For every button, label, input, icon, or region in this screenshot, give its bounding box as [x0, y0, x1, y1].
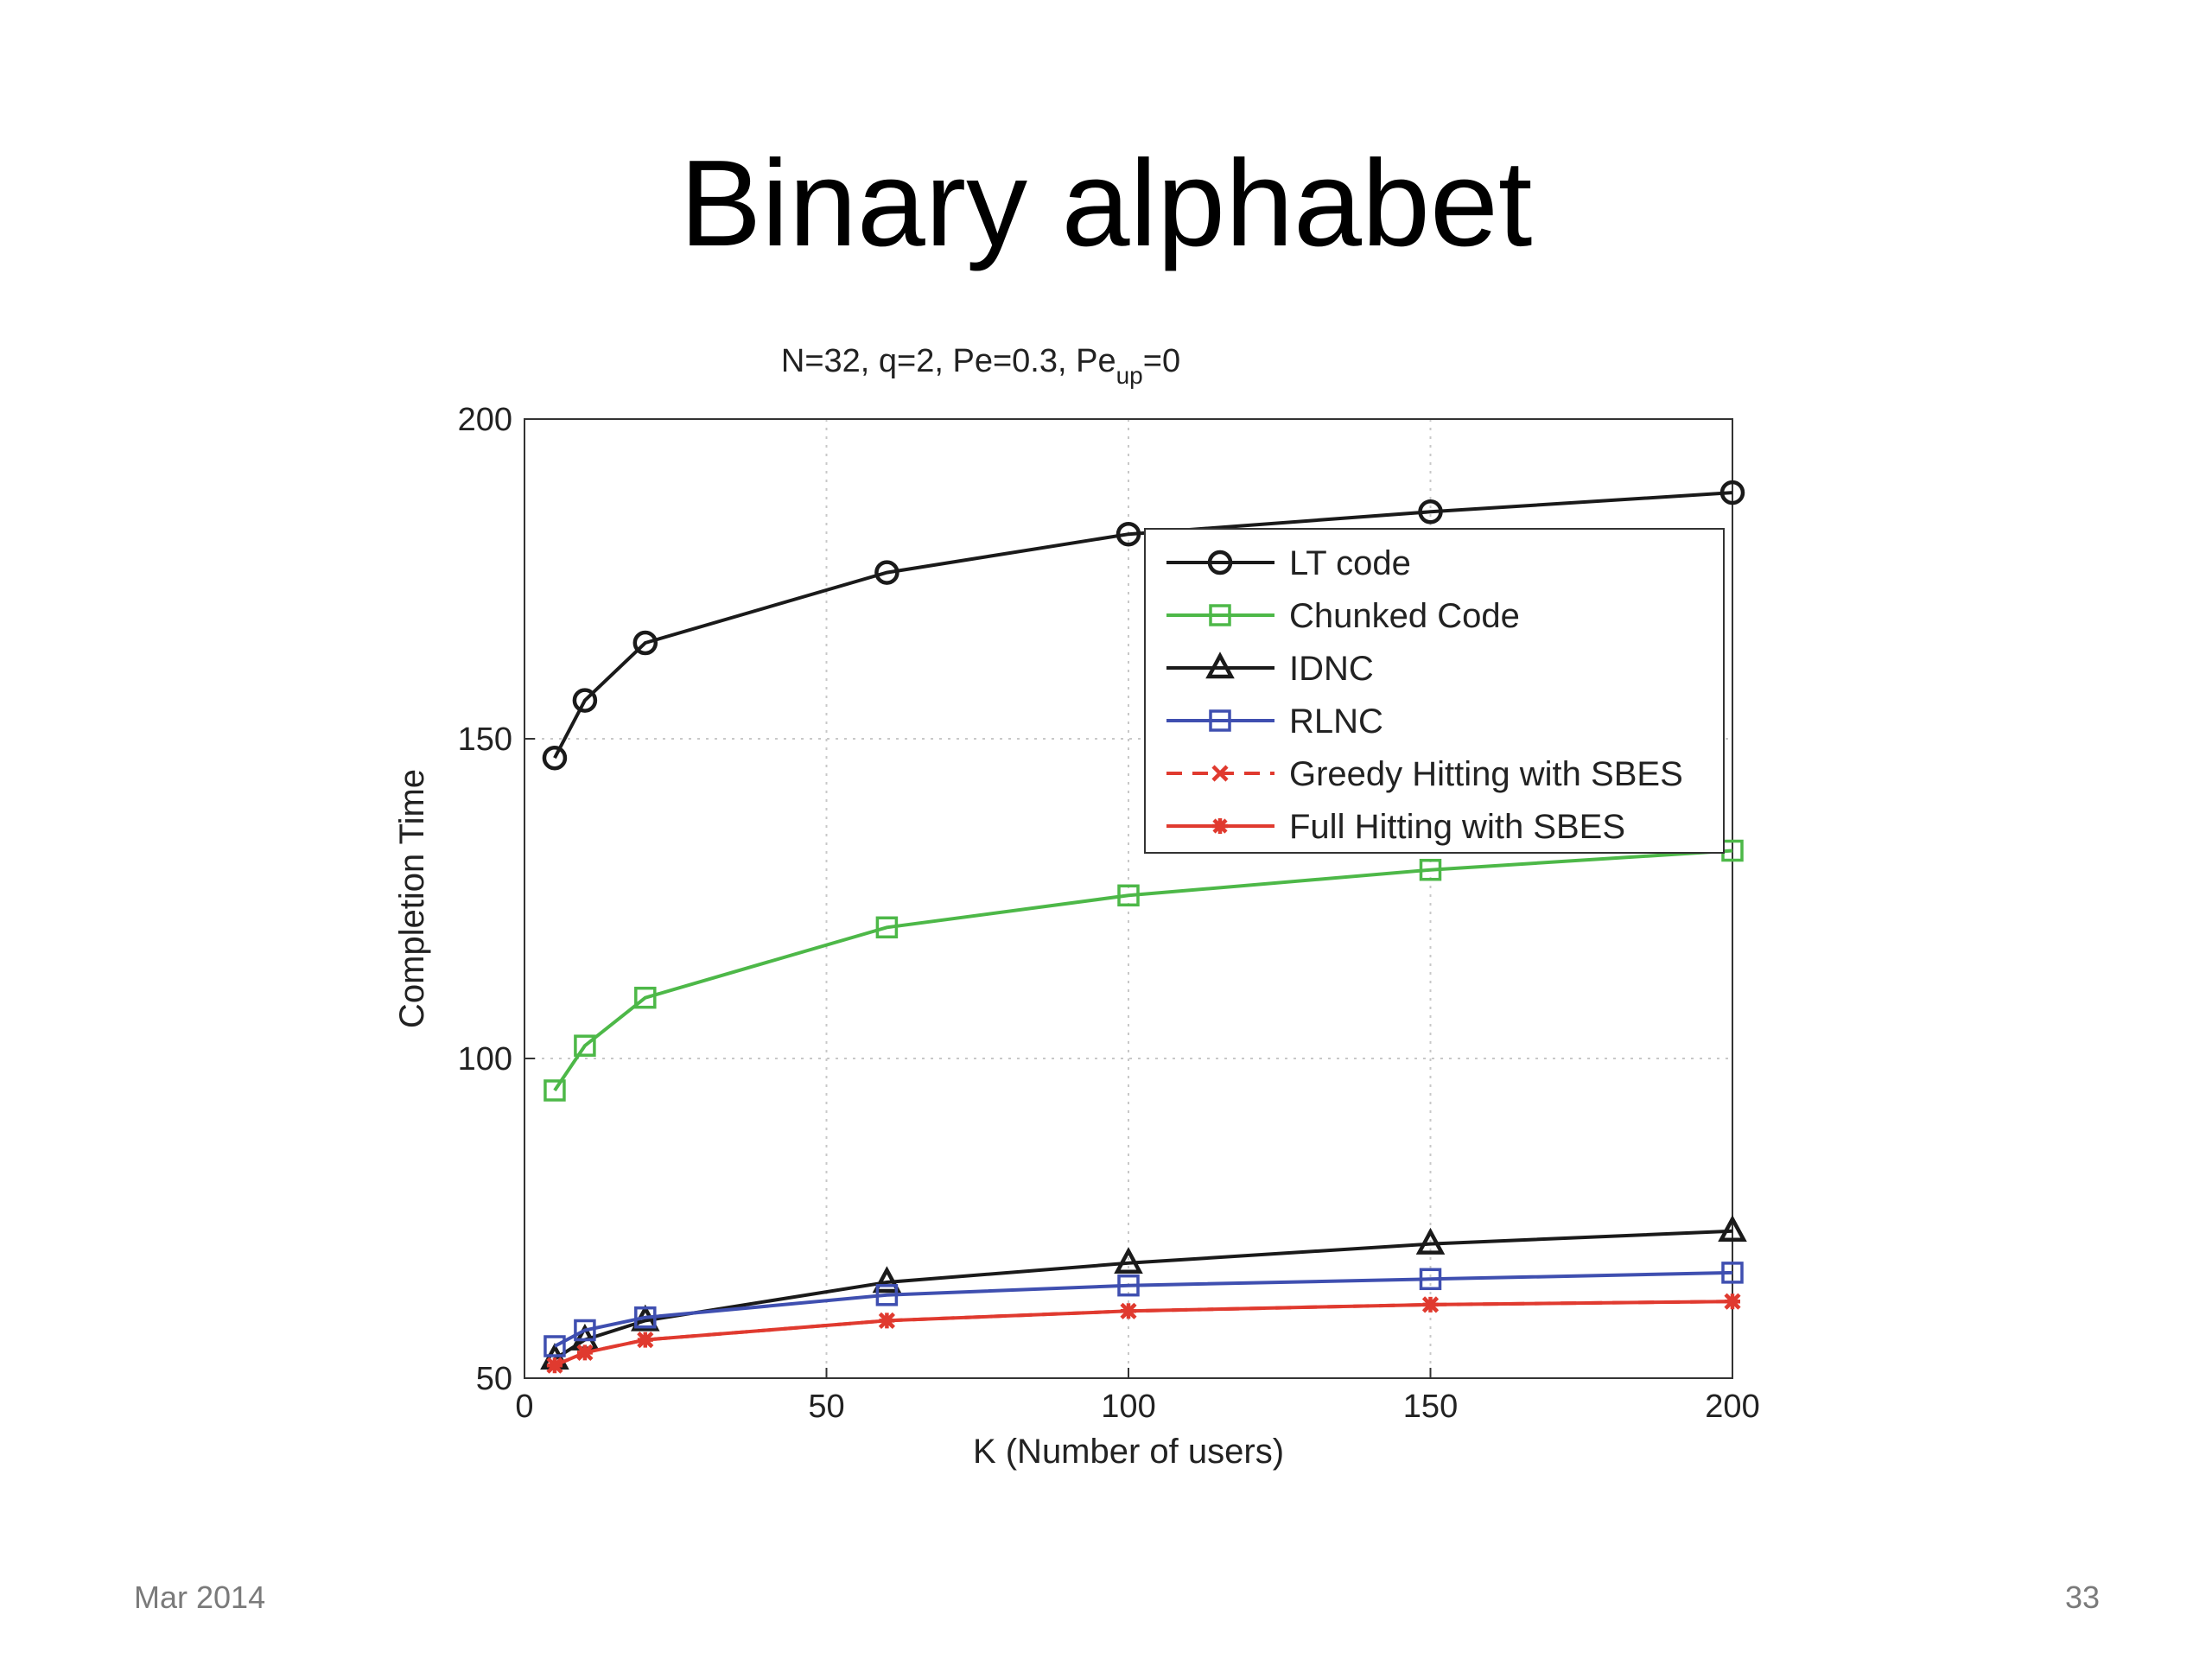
- data-point: [874, 560, 899, 585]
- data-point: [634, 1306, 657, 1329]
- legend-entry: RLNC: [1166, 702, 1383, 741]
- data-point: [572, 688, 598, 713]
- legend-label: Chunked Code: [1289, 597, 1520, 635]
- legend-label: Greedy Hitting with SBES: [1289, 755, 1683, 793]
- data-point: [875, 1284, 899, 1306]
- legend-swatch-marker: [1209, 709, 1231, 732]
- y-tick-label: 150: [458, 721, 512, 758]
- series-line: [553, 849, 1733, 1092]
- data-point: [1418, 499, 1443, 524]
- y-axis-label: Completion Time: [393, 769, 431, 1028]
- series-lt-code: [542, 480, 1745, 771]
- slide-title: Binary alphabet: [679, 135, 1533, 272]
- data-point: [1116, 521, 1141, 547]
- data-point: [872, 1266, 902, 1294]
- data-point: [576, 1344, 593, 1361]
- data-point: [1422, 1296, 1439, 1313]
- data-point: [574, 1319, 596, 1342]
- data-point: [1415, 1227, 1446, 1255]
- footer-date: Mar 2014: [134, 1580, 266, 1615]
- series-line: [553, 491, 1733, 760]
- data-point: [1117, 1274, 1140, 1297]
- data-point: [1121, 1303, 1136, 1319]
- legend-label: IDNC: [1289, 650, 1374, 688]
- y-tick-label: 100: [458, 1041, 512, 1077]
- data-point: [542, 745, 568, 771]
- data-point: [1419, 1268, 1442, 1291]
- legend: LT code Chunked Code IDNC RLNC Greedy Hittin…: [1144, 528, 1725, 854]
- data-point: [543, 1079, 566, 1102]
- legend-entry: Full Hitting with SBES: [1166, 808, 1625, 846]
- data-point: [879, 1313, 895, 1329]
- x-tick-label: 200: [1705, 1389, 1759, 1425]
- legend-label: RLNC: [1289, 702, 1383, 741]
- legend-swatch-marker: [1212, 818, 1228, 834]
- data-point: [1721, 1262, 1744, 1284]
- data-point: [546, 1357, 563, 1374]
- x-axis-label: K (Number of users): [973, 1433, 1284, 1471]
- legend-swatch-marker: [1211, 765, 1229, 782]
- data-point: [574, 1034, 596, 1057]
- data-point: [543, 1335, 566, 1357]
- series-full-hitting-with-sbes: [546, 1294, 1740, 1374]
- legend-entry: Chunked Code: [1166, 597, 1520, 635]
- y-tick-label: 50: [476, 1361, 512, 1397]
- page-number: 33: [2064, 1580, 2100, 1615]
- series-rlnc: [543, 1262, 1744, 1357]
- chart-title-sub: up: [1116, 362, 1143, 389]
- legend-swatch-marker: [1209, 604, 1231, 626]
- legend-entry: Greedy Hitting with SBES: [1166, 755, 1683, 793]
- legend-swatch-marker: [1207, 550, 1233, 575]
- data-point: [637, 1332, 653, 1348]
- data-point: [875, 916, 899, 939]
- series-chunked-code: [543, 839, 1744, 1102]
- legend-entry: IDNC: [1166, 650, 1374, 688]
- chart-title-tail: =0: [1143, 343, 1180, 379]
- series-line: [554, 1270, 1733, 1348]
- legend-label: Full Hitting with SBES: [1289, 808, 1625, 846]
- data-point: [1117, 884, 1140, 907]
- series-line: [553, 1229, 1733, 1361]
- series-idnc: [540, 1215, 1747, 1370]
- data-point: [1719, 480, 1745, 505]
- data-point: [1114, 1247, 1143, 1274]
- data-point: [632, 630, 658, 656]
- data-point: [1725, 1294, 1740, 1310]
- chart-title: N=32, q=2, Pe=0.3, Peup=0: [781, 343, 1180, 389]
- y-tick-label: 200: [458, 402, 512, 438]
- legend-entry: LT code: [1166, 544, 1411, 582]
- x-tick-label: 150: [1403, 1389, 1458, 1425]
- series-group: [540, 480, 1747, 1374]
- legend-label: LT code: [1289, 544, 1411, 582]
- x-tick-label: 0: [515, 1389, 533, 1425]
- chart-title-main: N=32, q=2, Pe=0.3, Pe: [781, 343, 1116, 379]
- data-point: [1718, 1215, 1747, 1243]
- legend-swatch-marker: [1205, 652, 1235, 679]
- data-point: [1419, 858, 1442, 881]
- x-tick-label: 100: [1101, 1389, 1155, 1425]
- data-point: [634, 986, 657, 1009]
- x-tick-label: 50: [808, 1389, 844, 1425]
- legend-box: [1144, 528, 1725, 854]
